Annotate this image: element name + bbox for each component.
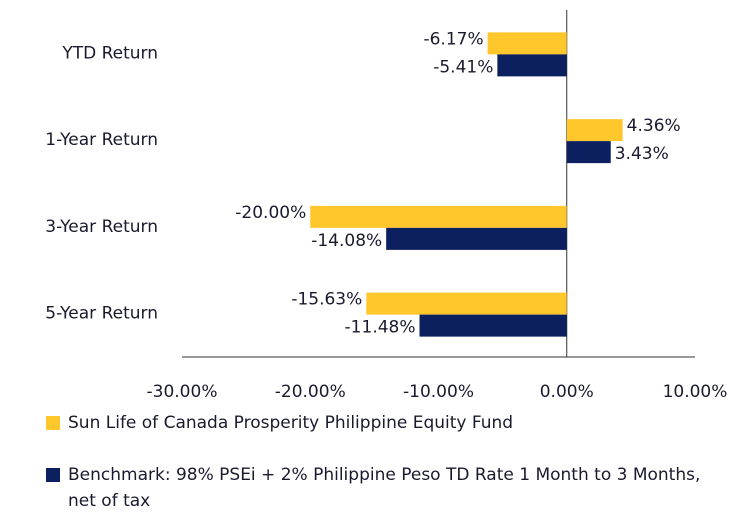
legend-label: Benchmark: 98% PSEi + 2% Philippine Peso… xyxy=(68,465,701,511)
bar xyxy=(419,314,567,337)
data-label: -6.17% xyxy=(423,29,483,49)
legend-label: Sun Life of Canada Prosperity Philippine… xyxy=(68,413,514,433)
y-tick-label: 5-Year Return xyxy=(45,304,158,324)
data-label: 3.43% xyxy=(615,144,669,164)
bar xyxy=(386,227,567,250)
x-tick-label: -20.00% xyxy=(275,382,346,400)
legend-item: Benchmark: 98% PSEi + 2% Philippine Peso… xyxy=(46,462,726,514)
bar xyxy=(366,292,567,315)
y-tick-label: 1-Year Return xyxy=(45,130,158,150)
data-label: -11.48% xyxy=(345,318,416,338)
bar xyxy=(566,119,623,142)
data-label: -5.41% xyxy=(433,57,493,77)
legend-swatch xyxy=(46,416,60,430)
data-label: -14.08% xyxy=(311,231,382,251)
y-tick-label: 3-Year Return xyxy=(45,217,158,237)
y-tick-label: YTD Return xyxy=(61,43,158,63)
legend-item: Sun Life of Canada Prosperity Philippine… xyxy=(46,410,726,436)
bar xyxy=(487,32,567,55)
x-tick-label: 0.00% xyxy=(540,382,594,400)
bar xyxy=(566,141,611,164)
bar xyxy=(497,54,567,77)
data-label: -15.63% xyxy=(291,290,362,310)
chart: -30.00% -20.00% -10.00% 0.00% 10.00% YTD Retu… xyxy=(45,10,728,400)
data-label: -20.00% xyxy=(235,203,306,223)
data-label: 4.36% xyxy=(627,116,681,136)
x-tick-label: -10.00% xyxy=(403,382,474,400)
x-tick-label: 10.00% xyxy=(663,382,728,400)
x-tick-label: -30.00% xyxy=(147,382,218,400)
legend-swatch xyxy=(46,468,60,482)
bar xyxy=(310,205,567,228)
